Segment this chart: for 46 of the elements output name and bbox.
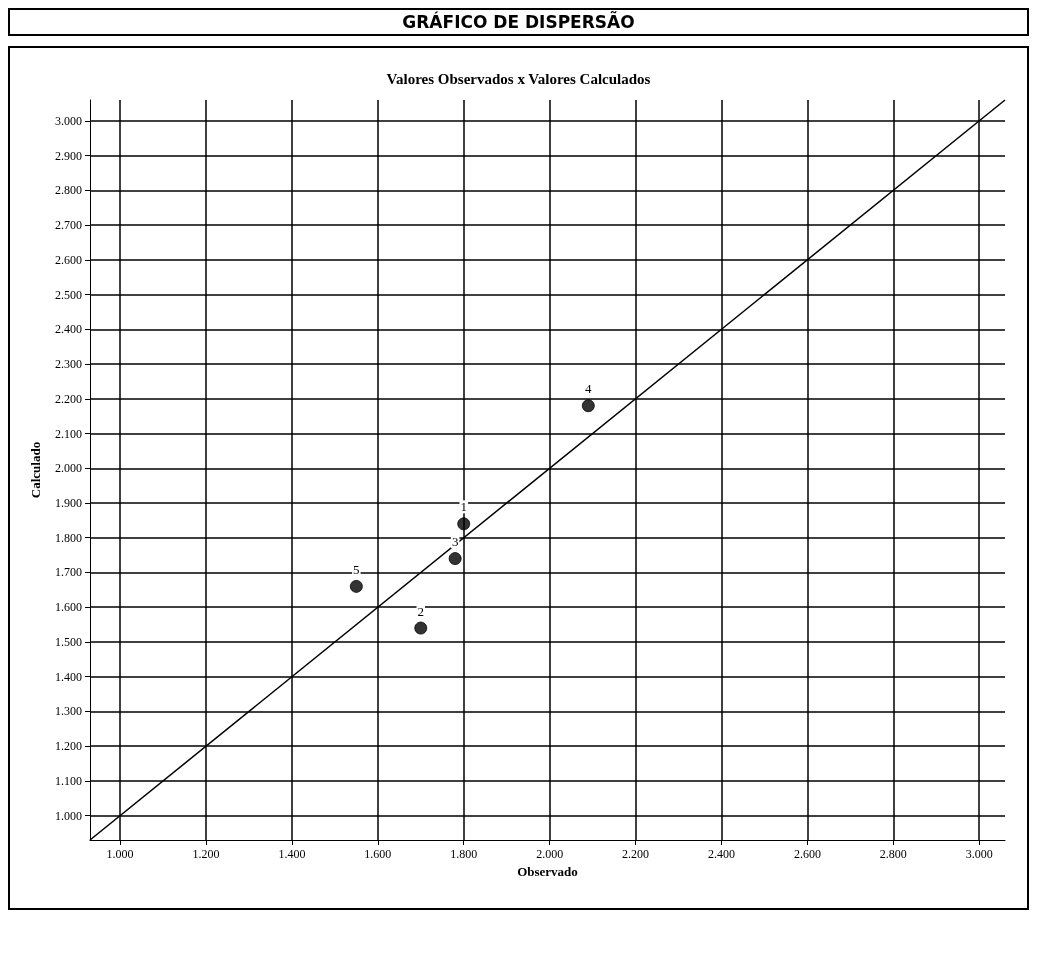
x-tick-label: 2.600 xyxy=(793,847,821,861)
y-tick-label: 2.200 xyxy=(55,391,82,406)
y-tick-label: 2.600 xyxy=(55,252,82,267)
y-tick-label: 1.600 xyxy=(55,600,82,615)
point xyxy=(448,552,462,566)
y-tick-label: 2.900 xyxy=(55,148,82,163)
chart-subtitle: Valores Observados x Valores Calculados xyxy=(386,70,651,87)
annotation: 1 xyxy=(460,499,467,515)
y-tick-label: 2.800 xyxy=(55,183,82,198)
y-tick-label: 2.300 xyxy=(55,357,82,372)
x-tick-label: 1.800 xyxy=(450,847,478,861)
point xyxy=(349,579,363,593)
x-tick-label: 2.200 xyxy=(622,847,650,861)
annotation: 5 xyxy=(353,561,360,577)
y-tick-label: 1.500 xyxy=(55,634,82,649)
annotation: 4 xyxy=(585,381,593,397)
x-tick-label: 2.000 xyxy=(536,847,564,861)
y-tick-label: 2.100 xyxy=(55,426,82,441)
y-tick-label: 2.500 xyxy=(55,287,82,302)
annotation: 3 xyxy=(451,534,459,550)
y-tick-label: 1.100 xyxy=(55,773,82,788)
y-tick-label: 1.900 xyxy=(55,496,82,510)
y-tick-label: 1.800 xyxy=(55,530,82,545)
y-tick-label: 1.400 xyxy=(55,669,82,684)
chart-title: GRÁFICO DE DISPERSÃO xyxy=(8,8,1029,36)
x-tick-label: 1.000 xyxy=(106,847,134,861)
x-tick-label: 3.000 xyxy=(965,847,993,861)
x-tick-label: 2.400 xyxy=(707,847,735,861)
y-tick-label: 2.400 xyxy=(55,322,82,337)
x-tick-label: 2.800 xyxy=(879,847,907,861)
point xyxy=(581,399,595,413)
x-tick-label: 1.200 xyxy=(192,847,220,861)
y-tick-label: 1.000 xyxy=(55,808,82,823)
x-axis-title: Observado xyxy=(517,863,578,879)
point xyxy=(414,621,428,635)
y-tick-label: 2.000 xyxy=(55,461,82,476)
y-tick-label: 2.700 xyxy=(55,218,82,233)
y-axis-title: Calculado xyxy=(28,441,43,499)
annotation: 2 xyxy=(417,603,425,619)
x-tick-label: 1.600 xyxy=(364,847,392,861)
point xyxy=(457,517,471,531)
y-tick-label: 1.300 xyxy=(55,704,82,719)
y-tick-label: 1.700 xyxy=(55,565,82,580)
y-tick-label: 1.200 xyxy=(55,739,82,754)
y-tick-label: 3.000 xyxy=(55,113,82,128)
x-tick-label: 1.400 xyxy=(278,847,306,861)
